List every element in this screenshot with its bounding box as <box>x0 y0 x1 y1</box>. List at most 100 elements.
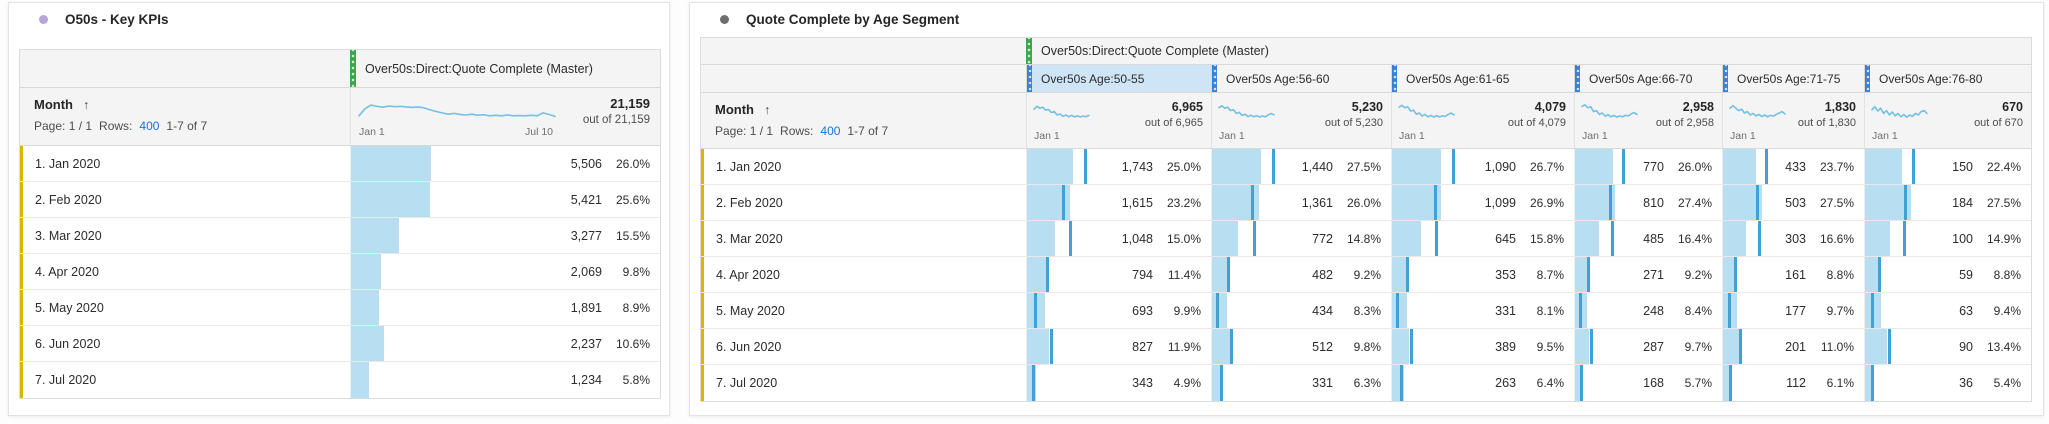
drag-handle-icon[interactable] <box>1575 65 1580 92</box>
segment-column-header[interactable]: Over50s Age:71-75 <box>1722 65 1864 92</box>
drag-handle-icon[interactable] <box>1027 65 1032 92</box>
drag-handle-icon[interactable] <box>1026 38 1032 64</box>
metric-value-cell[interactable]: 485 16.4% <box>1574 221 1722 256</box>
metric-value-cell[interactable]: 3,277 15.5% <box>350 218 660 253</box>
metric-value-cell[interactable]: 5,421 25.6% <box>350 182 660 217</box>
kpi-summary-cell: Jan 1 6,965 out of 6,965 <box>1026 93 1211 148</box>
metric-value-cell[interactable]: 90 13.4% <box>1864 329 2031 364</box>
kpi-summary-cell: Jan 1 5,230 out of 5,230 <box>1211 93 1391 148</box>
metric-value-cell[interactable]: 112 6.1% <box>1722 365 1864 401</box>
metric-value-cell[interactable]: 1,090 26.7% <box>1391 149 1574 184</box>
metric-value-cell[interactable]: 1,891 8.9% <box>350 290 660 325</box>
row-label-cell[interactable]: 7. Jul 2020 <box>20 362 350 398</box>
metric-value-cell[interactable]: 177 9.7% <box>1722 293 1864 328</box>
metric-value-cell[interactable]: 810 27.4% <box>1574 185 1722 220</box>
dimension-header[interactable]: Month <box>34 97 73 112</box>
metric-value-cell[interactable]: 1,234 5.8% <box>350 362 660 398</box>
metric-value-cell[interactable]: 5,506 26.0% <box>350 146 660 181</box>
segment-column-header[interactable]: Over50s Age:66-70 <box>1574 65 1722 92</box>
metric-value-cell[interactable]: 512 9.8% <box>1211 329 1391 364</box>
metric-value-cell[interactable]: 161 8.8% <box>1722 257 1864 292</box>
row-label-cell[interactable]: 2. Feb 2020 <box>701 185 1026 220</box>
cell-value: 331 <box>1312 376 1333 390</box>
metric-value-cell[interactable]: 343 4.9% <box>1026 365 1211 401</box>
metric-value-cell[interactable]: 482 9.2% <box>1211 257 1391 292</box>
rows-per-page[interactable]: 400 <box>139 119 160 133</box>
metric-value-cell[interactable]: 1,361 26.0% <box>1211 185 1391 220</box>
segment-column-header[interactable]: Over50s Age:76-80 <box>1864 65 2031 92</box>
row-label-cell[interactable]: 5. May 2020 <box>701 293 1026 328</box>
metric-value-cell[interactable]: 263 6.4% <box>1391 365 1574 401</box>
metric-value-cell[interactable]: 794 11.4% <box>1026 257 1211 292</box>
row-label-cell[interactable]: 7. Jul 2020 <box>701 365 1026 401</box>
metric-value-cell[interactable]: 827 11.9% <box>1026 329 1211 364</box>
cell-values: 184 27.5% <box>1952 185 2031 220</box>
cell-value: 772 <box>1312 231 1333 246</box>
metric-value-cell[interactable]: 184 27.5% <box>1864 185 2031 220</box>
metric-value-cell[interactable]: 287 9.7% <box>1574 329 1722 364</box>
metric-value-cell[interactable]: 331 6.3% <box>1211 365 1391 401</box>
segment-column-header[interactable]: Over50s Age:56-60 <box>1211 65 1391 92</box>
drag-handle-icon[interactable] <box>350 50 356 87</box>
cell-percent: 9.4% <box>1993 303 2021 318</box>
metric-value-cell[interactable]: 303 16.6% <box>1722 221 1864 256</box>
column-total: 4,079 out of 4,079 <box>1508 100 1566 129</box>
value-marker <box>1395 293 1399 328</box>
metric-value-cell[interactable]: 433 23.7% <box>1722 149 1864 184</box>
drag-handle-icon[interactable] <box>1723 65 1728 92</box>
row-label-cell[interactable]: 4. Apr 2020 <box>20 254 350 289</box>
segment-column-header[interactable]: Over50s Age:61-65 <box>1391 65 1574 92</box>
row-label-cell[interactable]: 5. May 2020 <box>20 290 350 325</box>
row-label-cell[interactable]: 6. Jun 2020 <box>701 329 1026 364</box>
row-range: 1-7 of 7 <box>847 124 889 138</box>
metric-value-cell[interactable]: 1,743 25.0% <box>1026 149 1211 184</box>
row-label-cell[interactable]: 4. Apr 2020 <box>701 257 1026 292</box>
metric-value-cell[interactable]: 772 14.8% <box>1211 221 1391 256</box>
cell-value: 1,048 <box>1121 231 1153 246</box>
total-out-of: out of 4,079 <box>1507 117 1566 129</box>
metric-value-cell[interactable]: 150 22.4% <box>1864 149 2031 184</box>
drag-handle-icon[interactable] <box>1392 65 1397 92</box>
metric-value-cell[interactable]: 248 8.4% <box>1574 293 1722 328</box>
row-label-cell[interactable]: 3. Mar 2020 <box>701 221 1026 256</box>
row-label-cell[interactable]: 1. Jan 2020 <box>20 146 350 181</box>
dimension-header-row: Month ↑ Page: 1 / 1 Rows: 400 1-7 of 7 Jan … <box>20 88 660 146</box>
row-label-cell[interactable]: 1. Jan 2020 <box>701 149 1026 184</box>
metric-value-cell[interactable]: 271 9.2% <box>1574 257 1722 292</box>
kpi-summary-cell: Jan 1 2,958 out of 2,958 <box>1574 93 1722 148</box>
metric-value-cell[interactable]: 63 9.4% <box>1864 293 2031 328</box>
segment-column-header[interactable]: Over50s Age:50-55 <box>1026 65 1211 92</box>
drag-handle-icon[interactable] <box>1212 65 1217 92</box>
metric-value-cell[interactable]: 36 5.4% <box>1864 365 2031 401</box>
metric-column-header[interactable]: Over50s:Direct:Quote Complete (Master) <box>350 50 660 87</box>
sort-ascending-icon[interactable]: ↑ <box>763 102 771 117</box>
value-bar <box>1212 293 1227 328</box>
row-label-cell[interactable]: 6. Jun 2020 <box>20 326 350 361</box>
cell-percent: 8.9% <box>622 300 650 315</box>
metric-value-cell[interactable]: 353 8.7% <box>1391 257 1574 292</box>
metric-value-cell[interactable]: 201 11.0% <box>1722 329 1864 364</box>
metric-value-cell[interactable]: 645 15.8% <box>1391 221 1574 256</box>
metric-value-cell[interactable]: 2,069 9.8% <box>350 254 660 289</box>
metric-value-cell[interactable]: 1,099 26.9% <box>1391 185 1574 220</box>
sort-ascending-icon[interactable]: ↑ <box>82 97 90 112</box>
metric-column-header[interactable]: Over50s:Direct:Quote Complete (Master) <box>1026 38 2031 64</box>
row-label-cell[interactable]: 3. Mar 2020 <box>20 218 350 253</box>
drag-handle-icon[interactable] <box>1865 65 1870 92</box>
metric-value-cell[interactable]: 2,237 10.6% <box>350 326 660 361</box>
metric-value-cell[interactable]: 1,615 23.2% <box>1026 185 1211 220</box>
metric-value-cell[interactable]: 100 14.9% <box>1864 221 2031 256</box>
rows-per-page[interactable]: 400 <box>820 124 841 138</box>
row-label-cell[interactable]: 2. Feb 2020 <box>20 182 350 217</box>
dimension-header[interactable]: Month <box>715 102 754 117</box>
metric-value-cell[interactable]: 503 27.5% <box>1722 185 1864 220</box>
metric-value-cell[interactable]: 389 9.5% <box>1391 329 1574 364</box>
metric-value-cell[interactable]: 434 8.3% <box>1211 293 1391 328</box>
metric-value-cell[interactable]: 168 5.7% <box>1574 365 1722 401</box>
metric-value-cell[interactable]: 770 26.0% <box>1574 149 1722 184</box>
metric-value-cell[interactable]: 59 8.8% <box>1864 257 2031 292</box>
metric-value-cell[interactable]: 331 8.1% <box>1391 293 1574 328</box>
metric-value-cell[interactable]: 1,440 27.5% <box>1211 149 1391 184</box>
metric-value-cell[interactable]: 693 9.9% <box>1026 293 1211 328</box>
metric-value-cell[interactable]: 1,048 15.0% <box>1026 221 1211 256</box>
